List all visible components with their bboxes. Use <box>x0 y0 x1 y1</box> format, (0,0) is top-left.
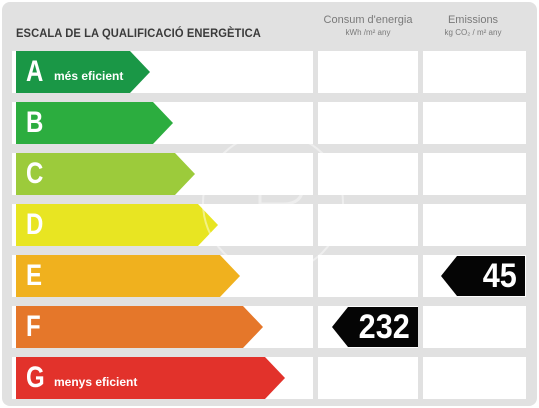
energy-scale-title: ESCALA DE LA QUALIFICACIÓ ENERGÈTICA <box>16 26 261 40</box>
consumption-value-marker: 232 <box>332 307 418 347</box>
emissions-cell-a <box>423 51 523 93</box>
rating-letter: C <box>26 157 44 190</box>
column-divider <box>418 51 423 93</box>
rating-bar-d: D <box>16 204 218 246</box>
column-divider <box>313 102 318 144</box>
column-divider <box>313 255 318 297</box>
rating-letter: E <box>26 259 43 292</box>
rating-letter: G <box>26 361 45 394</box>
rating-bar-b: B <box>16 102 173 144</box>
consumption-cell-b <box>318 102 418 144</box>
rating-arrow-shape <box>16 102 173 144</box>
emissions-cell-g <box>423 357 523 399</box>
emissions-cell-c <box>423 153 523 195</box>
marker-arrow-shape <box>332 307 418 347</box>
rating-bar-f: F <box>16 306 263 348</box>
column-divider <box>418 255 423 297</box>
rating-arrow-shape <box>16 357 285 399</box>
column-divider <box>418 204 423 246</box>
column-divider <box>418 102 423 144</box>
column-divider <box>418 357 423 399</box>
emissions-cell-f <box>423 306 523 348</box>
rating-arrow-shape <box>16 153 195 195</box>
rating-arrow-shape <box>16 255 240 297</box>
rating-letter: D <box>26 208 44 241</box>
consumption-cell-e <box>318 255 418 297</box>
consumption-cell-a <box>318 51 418 93</box>
marker-arrow-shape <box>441 256 525 296</box>
rating-letter: A <box>26 55 44 88</box>
consumption-cell-d <box>318 204 418 246</box>
rating-bar-e: E <box>16 255 240 297</box>
emissions-value-marker: 45 <box>441 256 525 296</box>
column-divider <box>313 357 318 399</box>
consumption-column-header: Consum d'energia kWh /m² any <box>318 14 418 39</box>
emissions-unit: kg CO₂ / m² any <box>444 28 502 37</box>
watermark-logo-icon <box>202 132 344 274</box>
consumption-value: 232 <box>358 308 410 346</box>
column-divider <box>313 204 318 246</box>
rating-sublabel: menys eficient <box>54 375 138 389</box>
rating-letter: F <box>26 310 41 343</box>
emissions-column-header: Emissions kg CO₂ / m² any <box>423 14 523 39</box>
column-divider <box>313 51 318 93</box>
emissions-cell-d <box>423 204 523 246</box>
rating-letter: B <box>26 106 44 139</box>
consumption-cell-c <box>318 153 418 195</box>
column-divider <box>313 306 318 348</box>
consumption-cell-g <box>318 357 418 399</box>
column-divider <box>418 153 423 195</box>
rating-bar-c: C <box>16 153 195 195</box>
rating-sublabel: més eficient <box>54 69 124 83</box>
rating-arrow-shape <box>16 306 263 348</box>
column-divider <box>313 153 318 195</box>
rating-arrow-shape <box>16 51 150 93</box>
consumption-unit: kWh /m² any <box>345 28 391 37</box>
column-divider <box>418 306 423 348</box>
rating-arrow-shape <box>16 204 218 246</box>
emissions-cell-b <box>423 102 523 144</box>
emissions-label: Emissions <box>447 14 499 26</box>
consumption-label: Consum d'energia <box>323 14 413 26</box>
emissions-value: 45 <box>482 257 517 295</box>
